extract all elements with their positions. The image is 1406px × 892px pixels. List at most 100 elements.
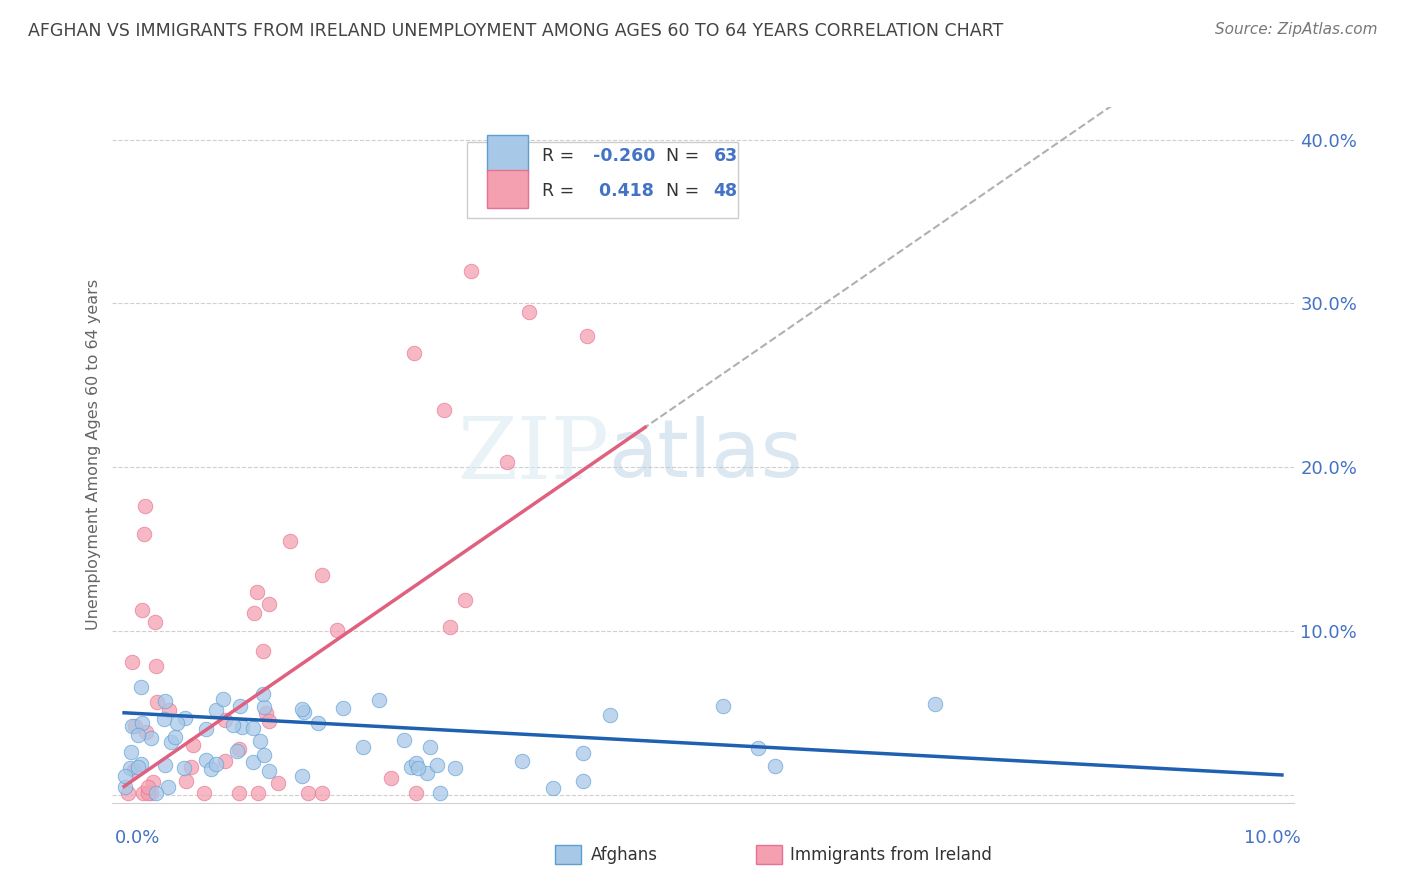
Point	[763, 759, 786, 773]
Point	[252, 700, 274, 714]
Point	[246, 585, 269, 599]
Point	[138, 780, 160, 795]
Point	[117, 786, 139, 800]
Point	[252, 644, 274, 658]
Point	[222, 718, 245, 732]
Point	[205, 703, 228, 717]
Point	[711, 699, 734, 714]
Point	[297, 786, 319, 800]
Point	[129, 680, 152, 694]
Point	[259, 714, 281, 729]
Point	[121, 745, 143, 759]
Point	[139, 731, 162, 746]
Point	[152, 712, 174, 726]
Point	[200, 762, 222, 776]
Point	[134, 499, 156, 513]
Point	[121, 719, 143, 733]
Bar	[486, 169, 529, 208]
Point	[380, 771, 402, 785]
Point	[292, 705, 315, 719]
Point	[174, 711, 197, 725]
Point	[127, 760, 149, 774]
Point	[541, 781, 564, 796]
Point	[352, 740, 374, 755]
Point	[195, 753, 218, 767]
Point	[118, 761, 141, 775]
Point	[127, 728, 149, 742]
Point	[495, 455, 517, 469]
Point	[433, 403, 456, 417]
Text: 0.418: 0.418	[593, 182, 654, 200]
Point	[454, 593, 477, 607]
Point	[392, 733, 415, 747]
Point	[214, 713, 236, 727]
Point	[131, 603, 153, 617]
Text: 0.0%: 0.0%	[115, 829, 160, 847]
Point	[426, 758, 449, 772]
Point	[266, 776, 288, 790]
Point	[332, 701, 354, 715]
Point	[249, 734, 271, 748]
Point	[747, 741, 769, 756]
Point	[180, 760, 202, 774]
Point	[145, 659, 167, 673]
Point	[122, 763, 145, 777]
Point	[228, 786, 250, 800]
Point	[599, 707, 621, 722]
Point	[243, 606, 266, 620]
Point	[246, 786, 269, 800]
Point	[254, 706, 277, 720]
Point	[924, 698, 946, 712]
Point	[416, 765, 439, 780]
Point	[155, 757, 177, 772]
Point	[166, 716, 188, 731]
Point	[429, 786, 451, 800]
Text: -0.260: -0.260	[593, 147, 655, 165]
Point	[139, 786, 162, 800]
Point	[402, 345, 425, 359]
Point	[460, 264, 482, 278]
Text: Afghans: Afghans	[591, 847, 658, 864]
Point	[229, 699, 252, 714]
Text: Source: ZipAtlas.com: Source: ZipAtlas.com	[1215, 22, 1378, 37]
Point	[163, 730, 186, 744]
Y-axis label: Unemployment Among Ages 60 to 64 years: Unemployment Among Ages 60 to 64 years	[86, 279, 101, 631]
Point	[143, 615, 166, 629]
Text: R =: R =	[543, 147, 581, 165]
Point	[157, 703, 180, 717]
Point	[399, 760, 422, 774]
Text: 10.0%: 10.0%	[1244, 829, 1301, 847]
Point	[405, 786, 427, 800]
Point	[444, 761, 467, 775]
Point	[145, 786, 167, 800]
Point	[131, 756, 153, 771]
Point	[174, 774, 197, 789]
Text: R =: R =	[543, 182, 581, 200]
Text: ZIP: ZIP	[457, 413, 609, 497]
Text: 48: 48	[714, 182, 738, 200]
Point	[517, 304, 540, 318]
Text: N =: N =	[666, 147, 706, 165]
Point	[136, 786, 159, 800]
Bar	[555, 845, 581, 864]
Point	[439, 620, 461, 634]
Point	[114, 769, 136, 783]
Point	[307, 715, 329, 730]
Point	[326, 624, 349, 638]
Bar	[756, 845, 782, 864]
Point	[132, 526, 155, 541]
Point	[132, 786, 155, 800]
Point	[214, 754, 236, 768]
Point	[124, 719, 146, 733]
Point	[253, 747, 276, 762]
Point	[121, 655, 143, 669]
Point	[242, 755, 264, 769]
Point	[231, 720, 253, 734]
Point	[291, 769, 314, 783]
Text: Immigrants from Ireland: Immigrants from Ireland	[790, 847, 993, 864]
FancyBboxPatch shape	[467, 142, 738, 219]
Point	[419, 739, 441, 754]
Point	[156, 780, 179, 794]
Point	[204, 757, 226, 772]
Point	[252, 687, 274, 701]
